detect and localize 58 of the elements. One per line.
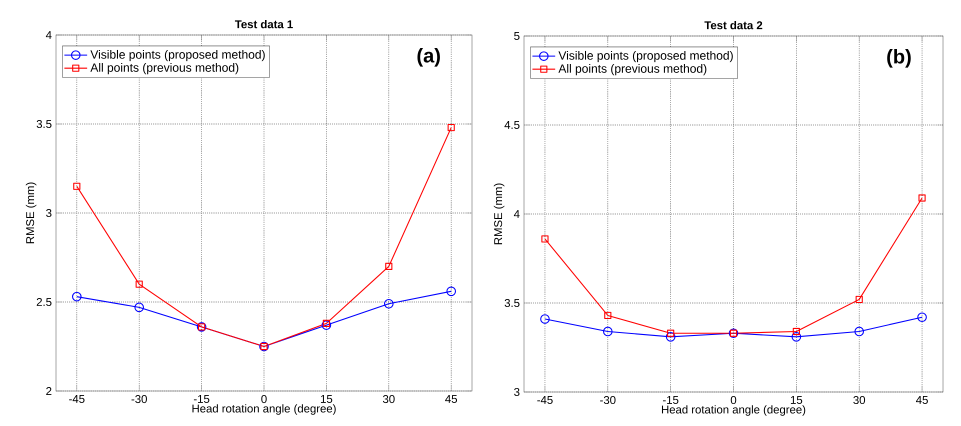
x-tick-label: -30 bbox=[132, 395, 147, 404]
point bbox=[604, 312, 612, 320]
chart-title: Test data 2 bbox=[704, 20, 762, 30]
point bbox=[384, 298, 394, 309]
x-tick-label: -15 bbox=[662, 396, 678, 404]
annotation: (b) bbox=[887, 48, 911, 68]
x-tick-label: 15 bbox=[790, 396, 802, 404]
x-tick-label: -15 bbox=[194, 395, 210, 403]
point bbox=[917, 312, 927, 322]
x-tick-label: 45 bbox=[916, 396, 928, 404]
point bbox=[540, 314, 550, 324]
point bbox=[448, 124, 455, 132]
y-tick-label: 3 bbox=[46, 209, 52, 218]
point bbox=[792, 328, 800, 336]
x-tick-label: -30 bbox=[600, 396, 616, 404]
legend-label: Visible points (proposed method) bbox=[90, 50, 265, 62]
legend-label: Visible points (proposed method) bbox=[558, 50, 733, 62]
point bbox=[322, 320, 332, 330]
point bbox=[446, 286, 456, 296]
x-tick-label: 15 bbox=[320, 395, 332, 403]
x-tick-label: 0 bbox=[730, 396, 736, 404]
point bbox=[385, 262, 392, 270]
x-tick-label: 30 bbox=[853, 396, 866, 404]
y-tick-label: 2 bbox=[46, 387, 52, 395]
point bbox=[603, 326, 613, 336]
point bbox=[667, 330, 674, 337]
legend-label: All points (previous method) bbox=[90, 63, 238, 74]
x-tick-label: 0 bbox=[261, 395, 267, 404]
y-axis-title: RMSE (mm) bbox=[494, 184, 504, 244]
y-tick-label: 4 bbox=[514, 210, 520, 218]
y-tick-label: 3.5 bbox=[504, 298, 520, 308]
point bbox=[792, 332, 802, 342]
point bbox=[134, 302, 144, 312]
legend-label: All points (previous method) bbox=[558, 64, 706, 76]
point bbox=[541, 235, 549, 243]
point bbox=[136, 280, 143, 288]
x-tick-label: -45 bbox=[537, 396, 553, 404]
x-axis-title: Head rotation angle (degree) bbox=[192, 404, 336, 415]
y-tick-label: 5 bbox=[514, 32, 520, 40]
annotation: (a) bbox=[417, 48, 440, 67]
chart-title: Test data 1 bbox=[234, 20, 293, 28]
y-tick-label: 2.5 bbox=[36, 298, 52, 306]
x-tick-label: 45 bbox=[445, 395, 458, 403]
point bbox=[322, 320, 330, 327]
x-axis-title: Head rotation angle (degree) bbox=[662, 405, 806, 416]
point bbox=[856, 296, 863, 304]
y-tick-label: 4.5 bbox=[504, 121, 520, 129]
x-tick-label: 30 bbox=[382, 395, 395, 404]
x-tick-label: -45 bbox=[69, 395, 85, 403]
point bbox=[666, 332, 676, 342]
point bbox=[918, 194, 926, 202]
y-tick-label: 3.5 bbox=[36, 120, 52, 128]
point bbox=[854, 326, 864, 336]
point bbox=[72, 292, 82, 302]
y-tick-label: 4 bbox=[46, 31, 52, 39]
y-axis-title: RMSE (mm) bbox=[26, 182, 36, 244]
point bbox=[73, 182, 80, 190]
y-tick-label: 3 bbox=[514, 388, 520, 396]
